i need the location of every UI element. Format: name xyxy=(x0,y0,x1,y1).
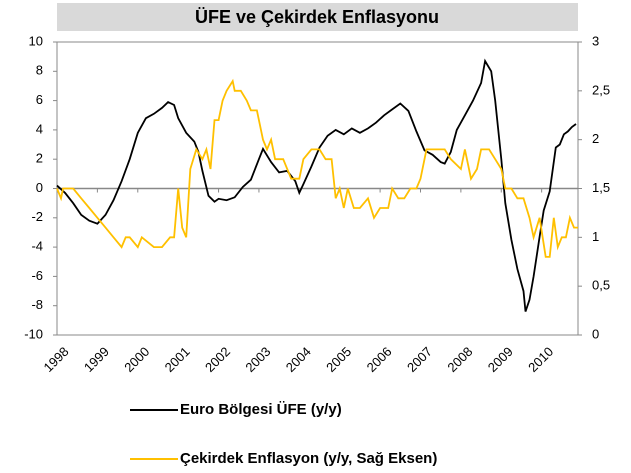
y-tick-label: -4 xyxy=(31,239,43,254)
x-tick-label: 2006 xyxy=(364,344,395,375)
y-tick-label: 6 xyxy=(36,92,43,107)
legend-label: Çekirdek Enflasyon (y/y, Sağ Eksen) xyxy=(180,450,437,467)
x-tick-label: 1998 xyxy=(40,344,71,375)
x-tick-label: 1999 xyxy=(81,344,112,375)
legend-label: Euro Bölgesi ÜFE (y/y) xyxy=(180,401,342,418)
x-tick-label: 2001 xyxy=(162,344,193,375)
x-tick-label: 2005 xyxy=(323,344,354,375)
y-tick-label: 10 xyxy=(29,33,43,48)
x-tick-label: 2010 xyxy=(525,344,556,375)
y2-tick-label: 3 xyxy=(592,33,599,48)
y2-tick-label: 0,5 xyxy=(592,278,610,293)
series-line xyxy=(56,58,577,312)
series-line xyxy=(56,78,578,258)
y-tick-label: -10 xyxy=(24,326,43,341)
y-tick-label: -2 xyxy=(31,209,43,224)
y2-tick-label: 1 xyxy=(592,229,599,244)
y-tick-label: 0 xyxy=(36,180,43,195)
y-tick-label: 2 xyxy=(36,151,43,166)
x-tick-label: 2002 xyxy=(202,344,233,375)
x-tick-label: 2004 xyxy=(283,344,314,375)
x-tick-label: 2007 xyxy=(404,344,435,375)
y2-tick-label: 1,5 xyxy=(592,180,610,195)
y2-tick-label: 2 xyxy=(592,131,599,146)
x-tick-label: 2008 xyxy=(444,344,475,375)
y-tick-label: 8 xyxy=(36,63,43,78)
title-background xyxy=(57,3,578,31)
x-tick-label: 2003 xyxy=(242,344,273,375)
chart-title: ÜFE ve Çekirdek Enflasyonu xyxy=(195,7,439,27)
y-tick-label: -8 xyxy=(31,297,43,312)
x-tick-label: 2000 xyxy=(121,344,152,375)
y2-tick-label: 0 xyxy=(592,326,599,341)
x-tick-label: 2009 xyxy=(485,344,516,375)
y-tick-label: 4 xyxy=(36,121,43,136)
y-tick-label: -6 xyxy=(31,268,43,283)
y2-tick-label: 2,5 xyxy=(592,82,610,97)
